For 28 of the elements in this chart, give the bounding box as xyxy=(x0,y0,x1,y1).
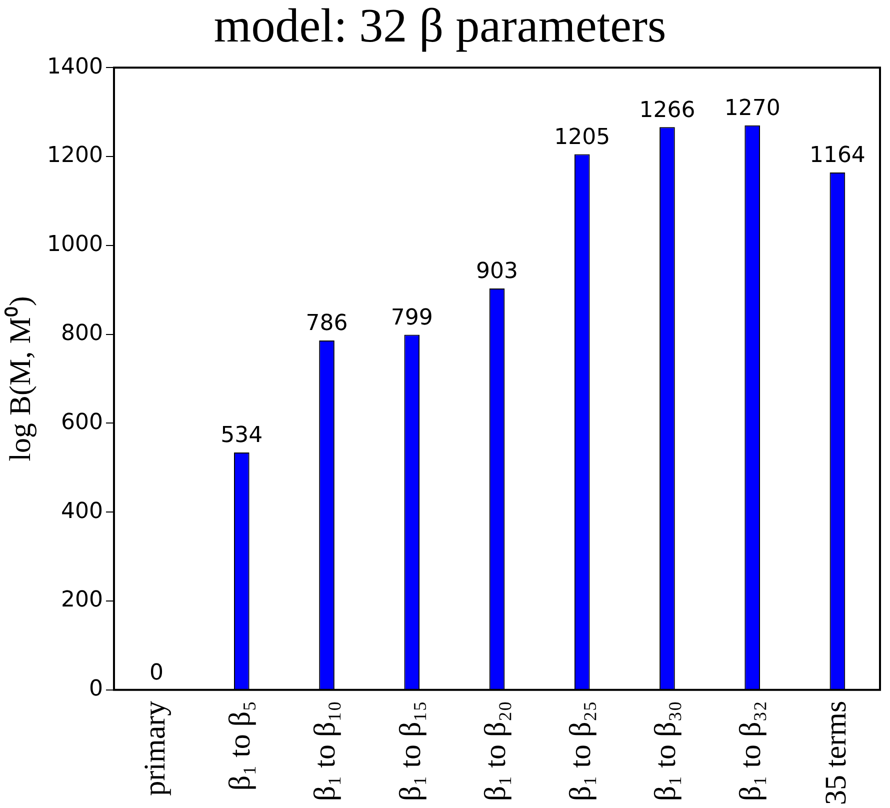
y-tick-label: 400 xyxy=(60,498,103,524)
y-tick-label: 0 xyxy=(88,676,103,702)
x-tick-label: primary xyxy=(138,700,172,796)
data-label: 1266 xyxy=(639,98,696,123)
data-label: 799 xyxy=(390,305,433,330)
data-label: 786 xyxy=(306,311,348,336)
x-tick-label: β₁ to β₂₀ xyxy=(478,700,512,802)
y-tick-label: 1200 xyxy=(46,143,103,168)
y-tick-label: 800 xyxy=(60,320,103,346)
y-tick-label: 1000 xyxy=(46,232,103,258)
data-label: 0 xyxy=(150,660,164,686)
x-tick-label: β₁ to β₁₅ xyxy=(394,700,427,802)
x-tick-label: β₁ to β₅ xyxy=(224,700,257,791)
x-tick-label: β₁ to β₁₀ xyxy=(308,700,342,802)
x-tick-label: 35 terms xyxy=(819,700,852,806)
y-axis-title: log B(M, M⁰) xyxy=(4,296,37,462)
y-tick-label: 600 xyxy=(60,410,103,435)
x-tick-label: β₁ to β₂₅ xyxy=(564,700,597,802)
chart-title: model: 32 β parameters xyxy=(214,0,666,52)
y-tick-label: 200 xyxy=(60,588,103,613)
data-label: 1270 xyxy=(724,96,780,122)
x-tick-label: β₁ to β₃₀ xyxy=(649,700,682,802)
data-label: 534 xyxy=(220,423,263,448)
data-label: 1164 xyxy=(809,143,866,168)
x-tick-label: β₁ to β₃₂ xyxy=(734,700,768,802)
data-label: 903 xyxy=(476,259,518,284)
data-label: 1205 xyxy=(554,124,610,150)
y-tick-label: 1400 xyxy=(46,54,103,80)
